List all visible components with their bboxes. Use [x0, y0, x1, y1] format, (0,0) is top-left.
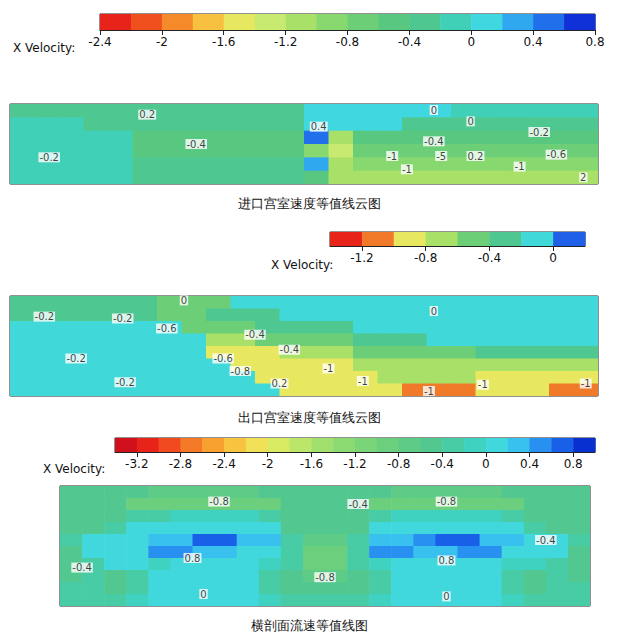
svg-text:0.2: 0.2: [139, 109, 155, 120]
svg-text:-1: -1: [387, 151, 397, 162]
svg-text:-0.6: -0.6: [547, 149, 567, 160]
svg-text:-1: -1: [581, 378, 591, 389]
svg-text:-1.2: -1.2: [343, 457, 366, 471]
svg-text:0: 0: [443, 591, 449, 602]
svg-text:-0.2: -0.2: [66, 353, 86, 364]
svg-text:-3.2: -3.2: [125, 457, 148, 471]
svg-text:-2: -2: [156, 35, 168, 49]
svg-text:0.4: 0.4: [524, 35, 543, 49]
svg-text:-2.8: -2.8: [169, 457, 192, 471]
svg-text:0.8: 0.8: [564, 457, 583, 471]
svg-text:0.4: 0.4: [520, 457, 539, 471]
svg-text:0.8: 0.8: [585, 35, 604, 49]
svg-text:-0.6: -0.6: [157, 323, 177, 334]
svg-text:-0.6: -0.6: [213, 353, 233, 364]
svg-text:-0.8: -0.8: [437, 496, 457, 507]
svg-text:-0.8: -0.8: [414, 251, 437, 265]
svg-text:2: 2: [580, 172, 586, 183]
svg-text:0: 0: [549, 251, 557, 265]
svg-text:-0.4: -0.4: [280, 344, 300, 355]
svg-text:0.8: 0.8: [185, 553, 201, 564]
svg-text:-2.4: -2.4: [88, 35, 111, 49]
svg-text:-1: -1: [402, 164, 412, 175]
svg-text:0: 0: [467, 35, 475, 49]
svg-text:-1: -1: [324, 363, 334, 374]
svg-text:-0.2: -0.2: [113, 313, 133, 324]
svg-text:0: 0: [482, 457, 490, 471]
svg-text:0.2: 0.2: [272, 378, 288, 389]
svg-text:-0.8: -0.8: [231, 366, 251, 377]
svg-text:-1.2: -1.2: [274, 35, 297, 49]
svg-text:-1: -1: [478, 379, 488, 390]
svg-text:-0.4: -0.4: [245, 329, 265, 340]
svg-text:横剖面流速等值线图: 横剖面流速等值线图: [251, 618, 368, 633]
svg-text:-0.4: -0.4: [536, 535, 556, 546]
svg-text:0: 0: [431, 105, 437, 116]
svg-text:-5: -5: [436, 151, 446, 162]
svg-text:-0.8: -0.8: [336, 35, 359, 49]
svg-text:-2.4: -2.4: [212, 457, 235, 471]
svg-text:X Velocity:: X Velocity:: [13, 41, 75, 55]
svg-text:-2: -2: [262, 457, 274, 471]
svg-text:-0.8: -0.8: [315, 572, 335, 583]
svg-text:X Velocity:: X Velocity:: [271, 258, 333, 272]
svg-text:0: 0: [200, 589, 206, 600]
svg-text:0: 0: [467, 116, 473, 127]
svg-text:-0.2: -0.2: [529, 127, 549, 138]
svg-text:-0.4: -0.4: [431, 457, 454, 471]
svg-text:0: 0: [181, 295, 187, 306]
svg-text:-1: -1: [515, 161, 525, 172]
svg-text:-0.4: -0.4: [72, 562, 92, 573]
svg-text:-0.4: -0.4: [478, 251, 501, 265]
svg-text:-0.4: -0.4: [398, 35, 421, 49]
svg-text:-1: -1: [424, 386, 434, 397]
svg-text:0.4: 0.4: [311, 121, 327, 132]
svg-text:-0.2: -0.2: [39, 152, 59, 163]
svg-text:-0.2: -0.2: [115, 377, 135, 388]
svg-text:-1.2: -1.2: [350, 251, 373, 265]
svg-text:-0.8: -0.8: [387, 457, 410, 471]
svg-text:-0.2: -0.2: [35, 311, 55, 322]
svg-text:-0.4: -0.4: [186, 139, 206, 150]
svg-text:-0.4: -0.4: [424, 136, 444, 147]
svg-text:-0.4: -0.4: [348, 499, 368, 510]
svg-text:-1: -1: [358, 376, 368, 387]
svg-text:出口宫室速度等值线云图: 出口宫室速度等值线云图: [238, 410, 381, 425]
svg-text:X Velocity:: X Velocity:: [43, 462, 105, 476]
svg-text:0.2: 0.2: [468, 151, 484, 162]
svg-text:-1.6: -1.6: [300, 457, 323, 471]
svg-text:0.8: 0.8: [439, 555, 455, 566]
svg-text:0: 0: [431, 306, 437, 317]
svg-text:进口宫室速度等值线云图: 进口宫室速度等值线云图: [238, 196, 381, 211]
svg-text:-0.8: -0.8: [209, 496, 229, 507]
svg-text:-1.6: -1.6: [212, 35, 235, 49]
